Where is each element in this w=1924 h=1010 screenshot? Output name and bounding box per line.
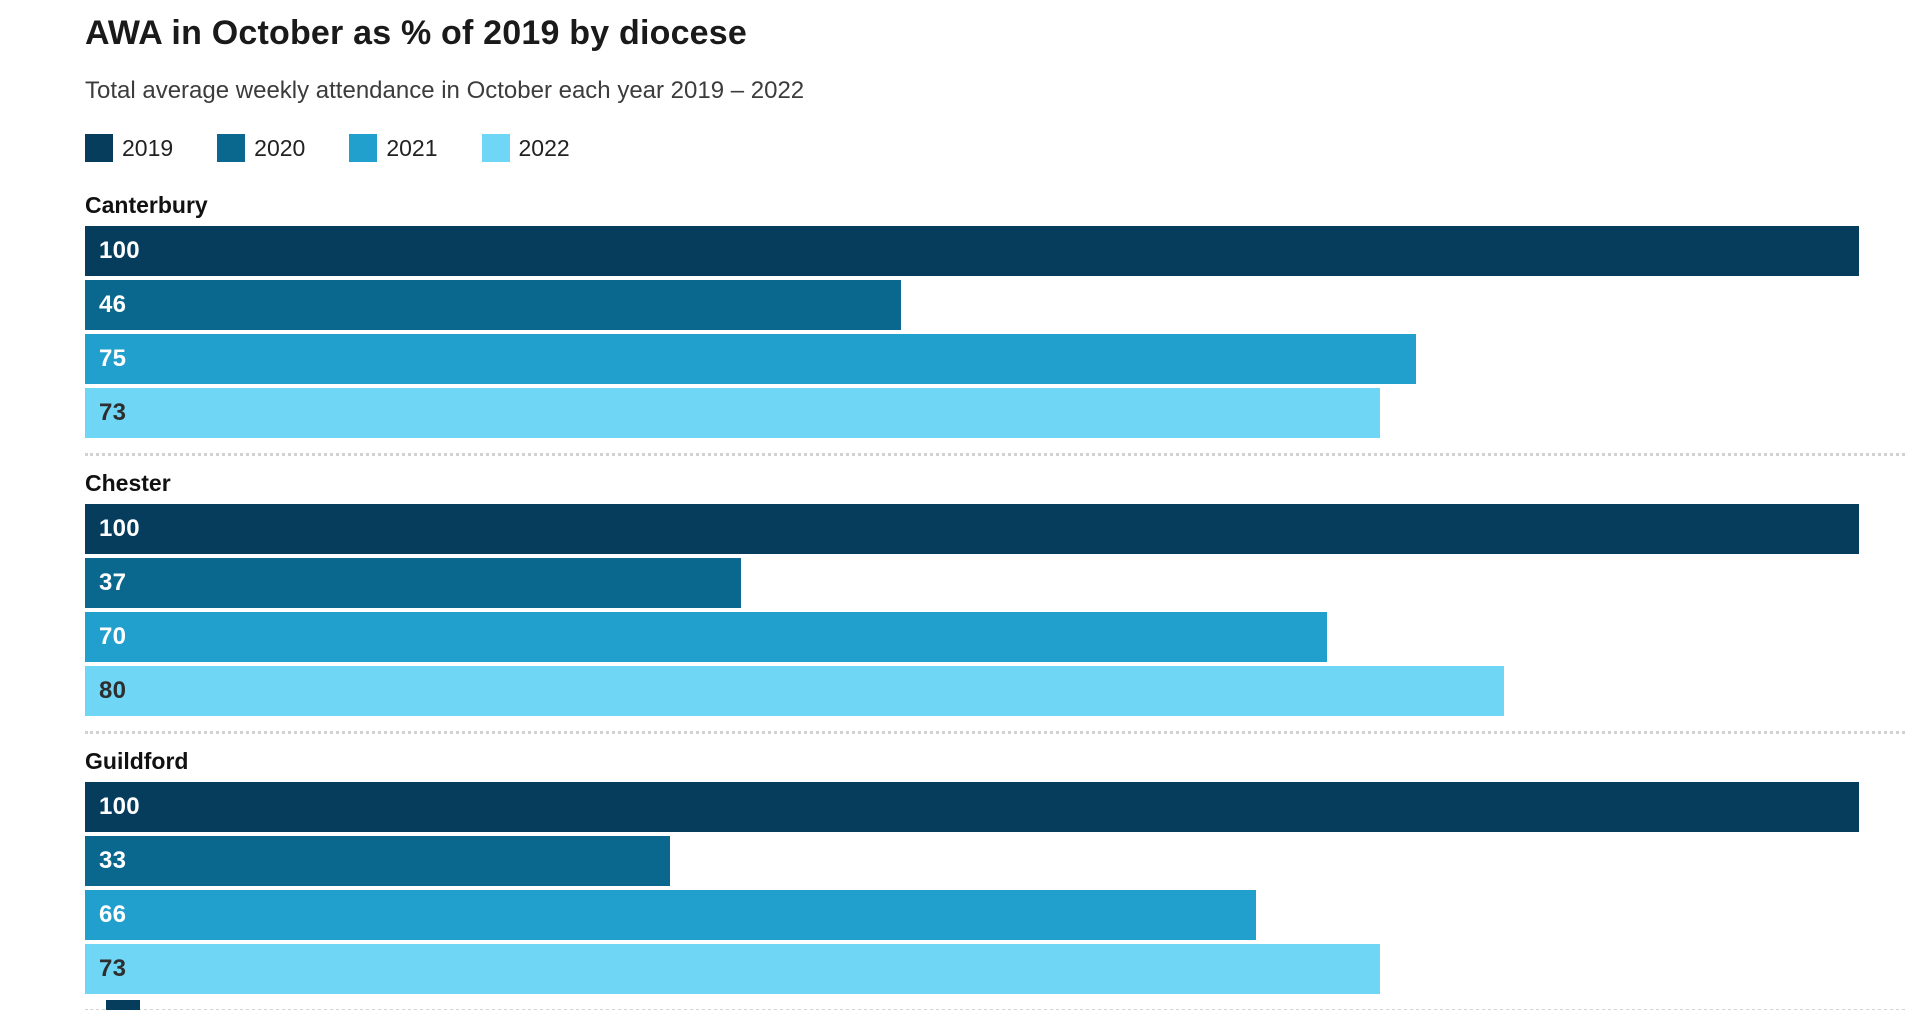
- legend-swatch-icon: [481, 134, 510, 162]
- legend-swatch-icon: [349, 134, 378, 162]
- legend-item-2022: 2022: [481, 134, 570, 162]
- bar-value-label: 100: [99, 515, 140, 542]
- group-label-canterbury: Canterbury: [85, 192, 208, 218]
- bar-group-chester: 100 37 70 80: [85, 504, 1859, 716]
- bar-group-canterbury: 100 46 75 73: [85, 226, 1859, 438]
- bar-guildford-2022: 73: [85, 944, 1381, 994]
- legend-label: 2021: [386, 134, 438, 161]
- group-separator: [85, 453, 1905, 456]
- bar-value-label: 33: [99, 847, 127, 874]
- bar-group-guildford: 100 33 66 73: [85, 782, 1859, 994]
- legend-item-2019: 2019: [85, 134, 173, 162]
- bar-guildford-2021: 66: [85, 890, 1256, 940]
- bar-canterbury-2021: 75: [85, 334, 1416, 384]
- legend-label: 2020: [254, 134, 306, 161]
- bar-value-label: 100: [99, 237, 140, 264]
- bar-chester-2020: 37: [85, 558, 742, 608]
- group-label-chester: Chester: [85, 470, 171, 496]
- bar-chester-2022: 80: [85, 666, 1505, 716]
- bar-guildford-2020: 33: [85, 836, 671, 886]
- bar-value-label: 46: [99, 291, 127, 318]
- cutoff-next-group-bar-fragment: [106, 1000, 140, 1010]
- bar-value-label: 75: [99, 345, 127, 372]
- bar-value-label: 73: [99, 399, 127, 426]
- bar-value-label: 70: [99, 623, 127, 650]
- group-separator: [85, 731, 1905, 734]
- bar-value-label: 37: [99, 569, 127, 596]
- bar-chester-2021: 70: [85, 612, 1327, 662]
- bar-canterbury-2020: 46: [85, 280, 902, 330]
- bar-canterbury-2019: 100: [85, 226, 1859, 276]
- group-label-guildford: Guildford: [85, 748, 189, 774]
- legend-label: 2022: [518, 134, 570, 161]
- bar-value-label: 66: [99, 901, 127, 928]
- legend-label: 2019: [122, 134, 174, 161]
- bar-value-label: 80: [99, 677, 127, 704]
- bar-value-label: 73: [99, 955, 127, 982]
- legend-item-2020: 2020: [217, 134, 305, 162]
- chart-title: AWA in October as % of 2019 by diocese: [85, 14, 748, 52]
- bar-value-label: 100: [99, 793, 140, 820]
- bar-canterbury-2022: 73: [85, 388, 1381, 438]
- legend-swatch-icon: [217, 134, 246, 162]
- chart-groups: Canterbury 100 46 75 73 Chester 100 37 70 80 Guild…: [85, 192, 1905, 1010]
- bar-guildford-2019: 100: [85, 782, 1859, 832]
- bar-chester-2019: 100: [85, 504, 1859, 554]
- legend: 2019 2020 2021 2022: [85, 134, 1905, 162]
- chart-subtitle: Total average weekly attendance in Octob…: [85, 77, 805, 104]
- legend-swatch-icon: [85, 134, 113, 162]
- legend-item-2021: 2021: [349, 134, 438, 162]
